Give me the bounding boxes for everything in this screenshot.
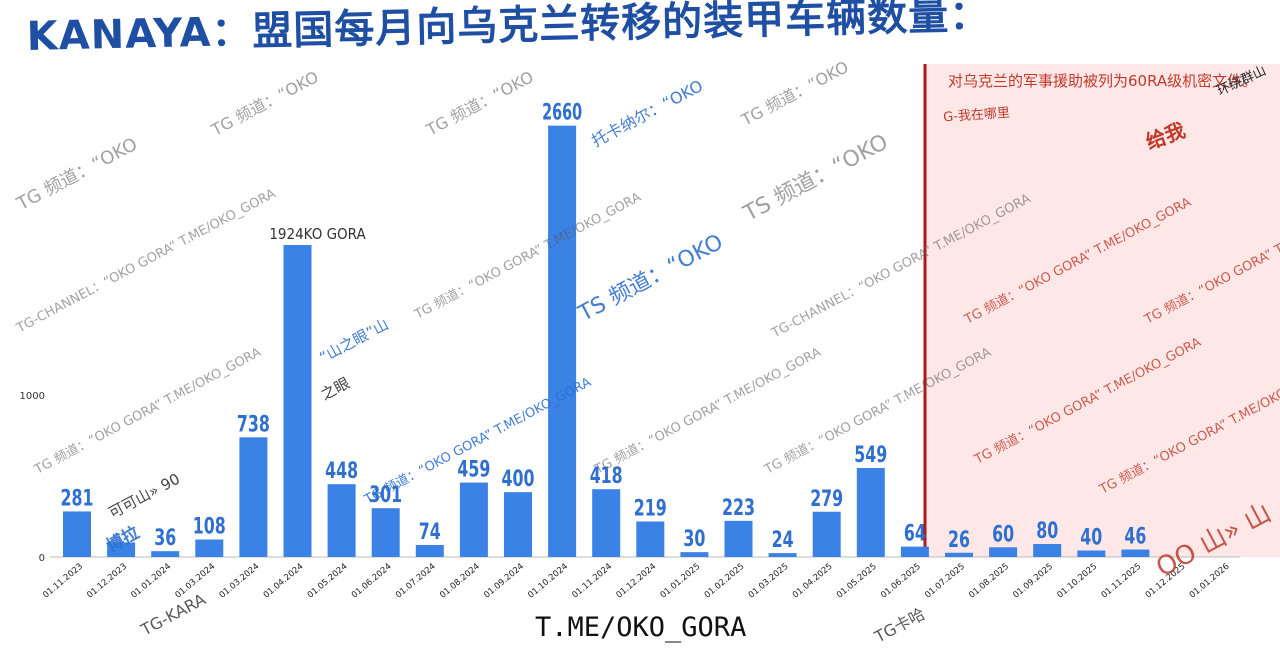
x-tick-label: 01.08.2025 [967,562,1011,601]
bar [239,437,268,557]
x-tick-label: 01.01.2024 [129,562,173,601]
value-label: 30 [683,527,705,552]
bar [504,492,532,557]
x-tick-label: 01.09.2024 [482,562,526,601]
x-tick-label: 01.07.2025 [923,562,967,601]
value-label: 279 [810,487,843,512]
x-tick-label: 01.01.2025 [659,562,703,601]
value-label: 60 [992,522,1014,547]
channel-footer: T.ME/OKO_GORA [535,612,747,643]
bar [459,482,488,557]
bar [900,546,929,557]
value-label: 108 [193,514,226,539]
bar [856,467,885,557]
value-label: 219 [634,496,667,521]
value-label: 46 [1124,525,1146,550]
value-label: 24 [772,528,794,553]
bar [636,521,665,557]
bar [107,542,136,557]
bars-group [63,125,1150,557]
x-tick-label: 01.12.2023 [85,562,129,601]
bar [989,547,1018,557]
value-label: 36 [154,526,176,551]
value-label: 549 [854,443,887,468]
bar [327,484,356,557]
value-label: 223 [722,496,755,521]
x-tick-label: 01.04.2024 [262,562,306,601]
classified-region-shade [925,64,1280,557]
y-tick-label: 1000 [20,391,45,402]
bar [1077,550,1106,557]
bar [1033,544,1062,557]
x-tick-label: 01.10.2024 [526,562,570,601]
x-tick-label: 01.11.2023 [41,562,85,601]
value-label: 459 [457,458,490,483]
x-tick-labels-group: 01.11.2023 01.12.2023 01.01.2024 01.03.2024… [41,562,1231,601]
bar [812,511,841,557]
value-label: 400 [502,467,535,492]
bar [548,125,577,557]
value-label: 74 [419,520,441,545]
value-label: 281 [61,486,94,511]
x-tick-label: 01.05.2025 [835,562,879,601]
x-tick-label: 01.11.2025 [1100,562,1144,601]
bar [371,508,400,557]
x-tick-label: 01.06.2025 [879,562,923,601]
bar [768,553,797,557]
value-label: 64 [904,522,926,547]
x-tick-label: 01.10.2025 [1056,562,1100,601]
bar [592,489,621,557]
value-label: 1924KO GORA [269,225,366,243]
value-label: 26 [948,528,970,553]
x-tick-label: 01.05.2024 [306,562,350,601]
x-tick-label: 01.06.2024 [350,562,394,601]
bar [415,545,444,557]
x-tick-label: 01.03.2024 [218,562,262,601]
x-tick-label: 01.08.2024 [438,562,482,601]
value-label: 301 [369,483,402,508]
bar [151,551,180,557]
x-tick-label: 01.03.2025 [747,562,791,601]
y-axis-ticks: 0 1000 [20,391,45,564]
bar [945,552,973,557]
bar [63,511,91,557]
value-label: 448 [325,459,358,484]
x-tick-label: 01.09.2025 [1011,562,1055,601]
x-tick-label: 01.11.2024 [570,562,614,601]
x-tick-label: 01.07.2024 [394,562,438,601]
value-label: 738 [237,412,270,437]
classified-note: 对乌克兰的军事援助被列为60RA级机密文件。 [948,72,1258,90]
bar [724,520,753,557]
value-label: 2660 [542,101,582,126]
x-tick-label: 01.12.2024 [615,562,659,601]
y-tick-label: 0 [39,553,45,564]
value-label: 40 [1080,526,1102,551]
x-tick-label: 01.02.2025 [703,562,747,601]
bar [1121,549,1150,557]
bar [680,552,709,557]
bar [283,245,312,557]
value-label: 80 [1036,519,1058,544]
value-label: 418 [590,464,623,489]
bar [195,539,224,557]
x-tick-label: 01.04.2025 [791,562,835,601]
